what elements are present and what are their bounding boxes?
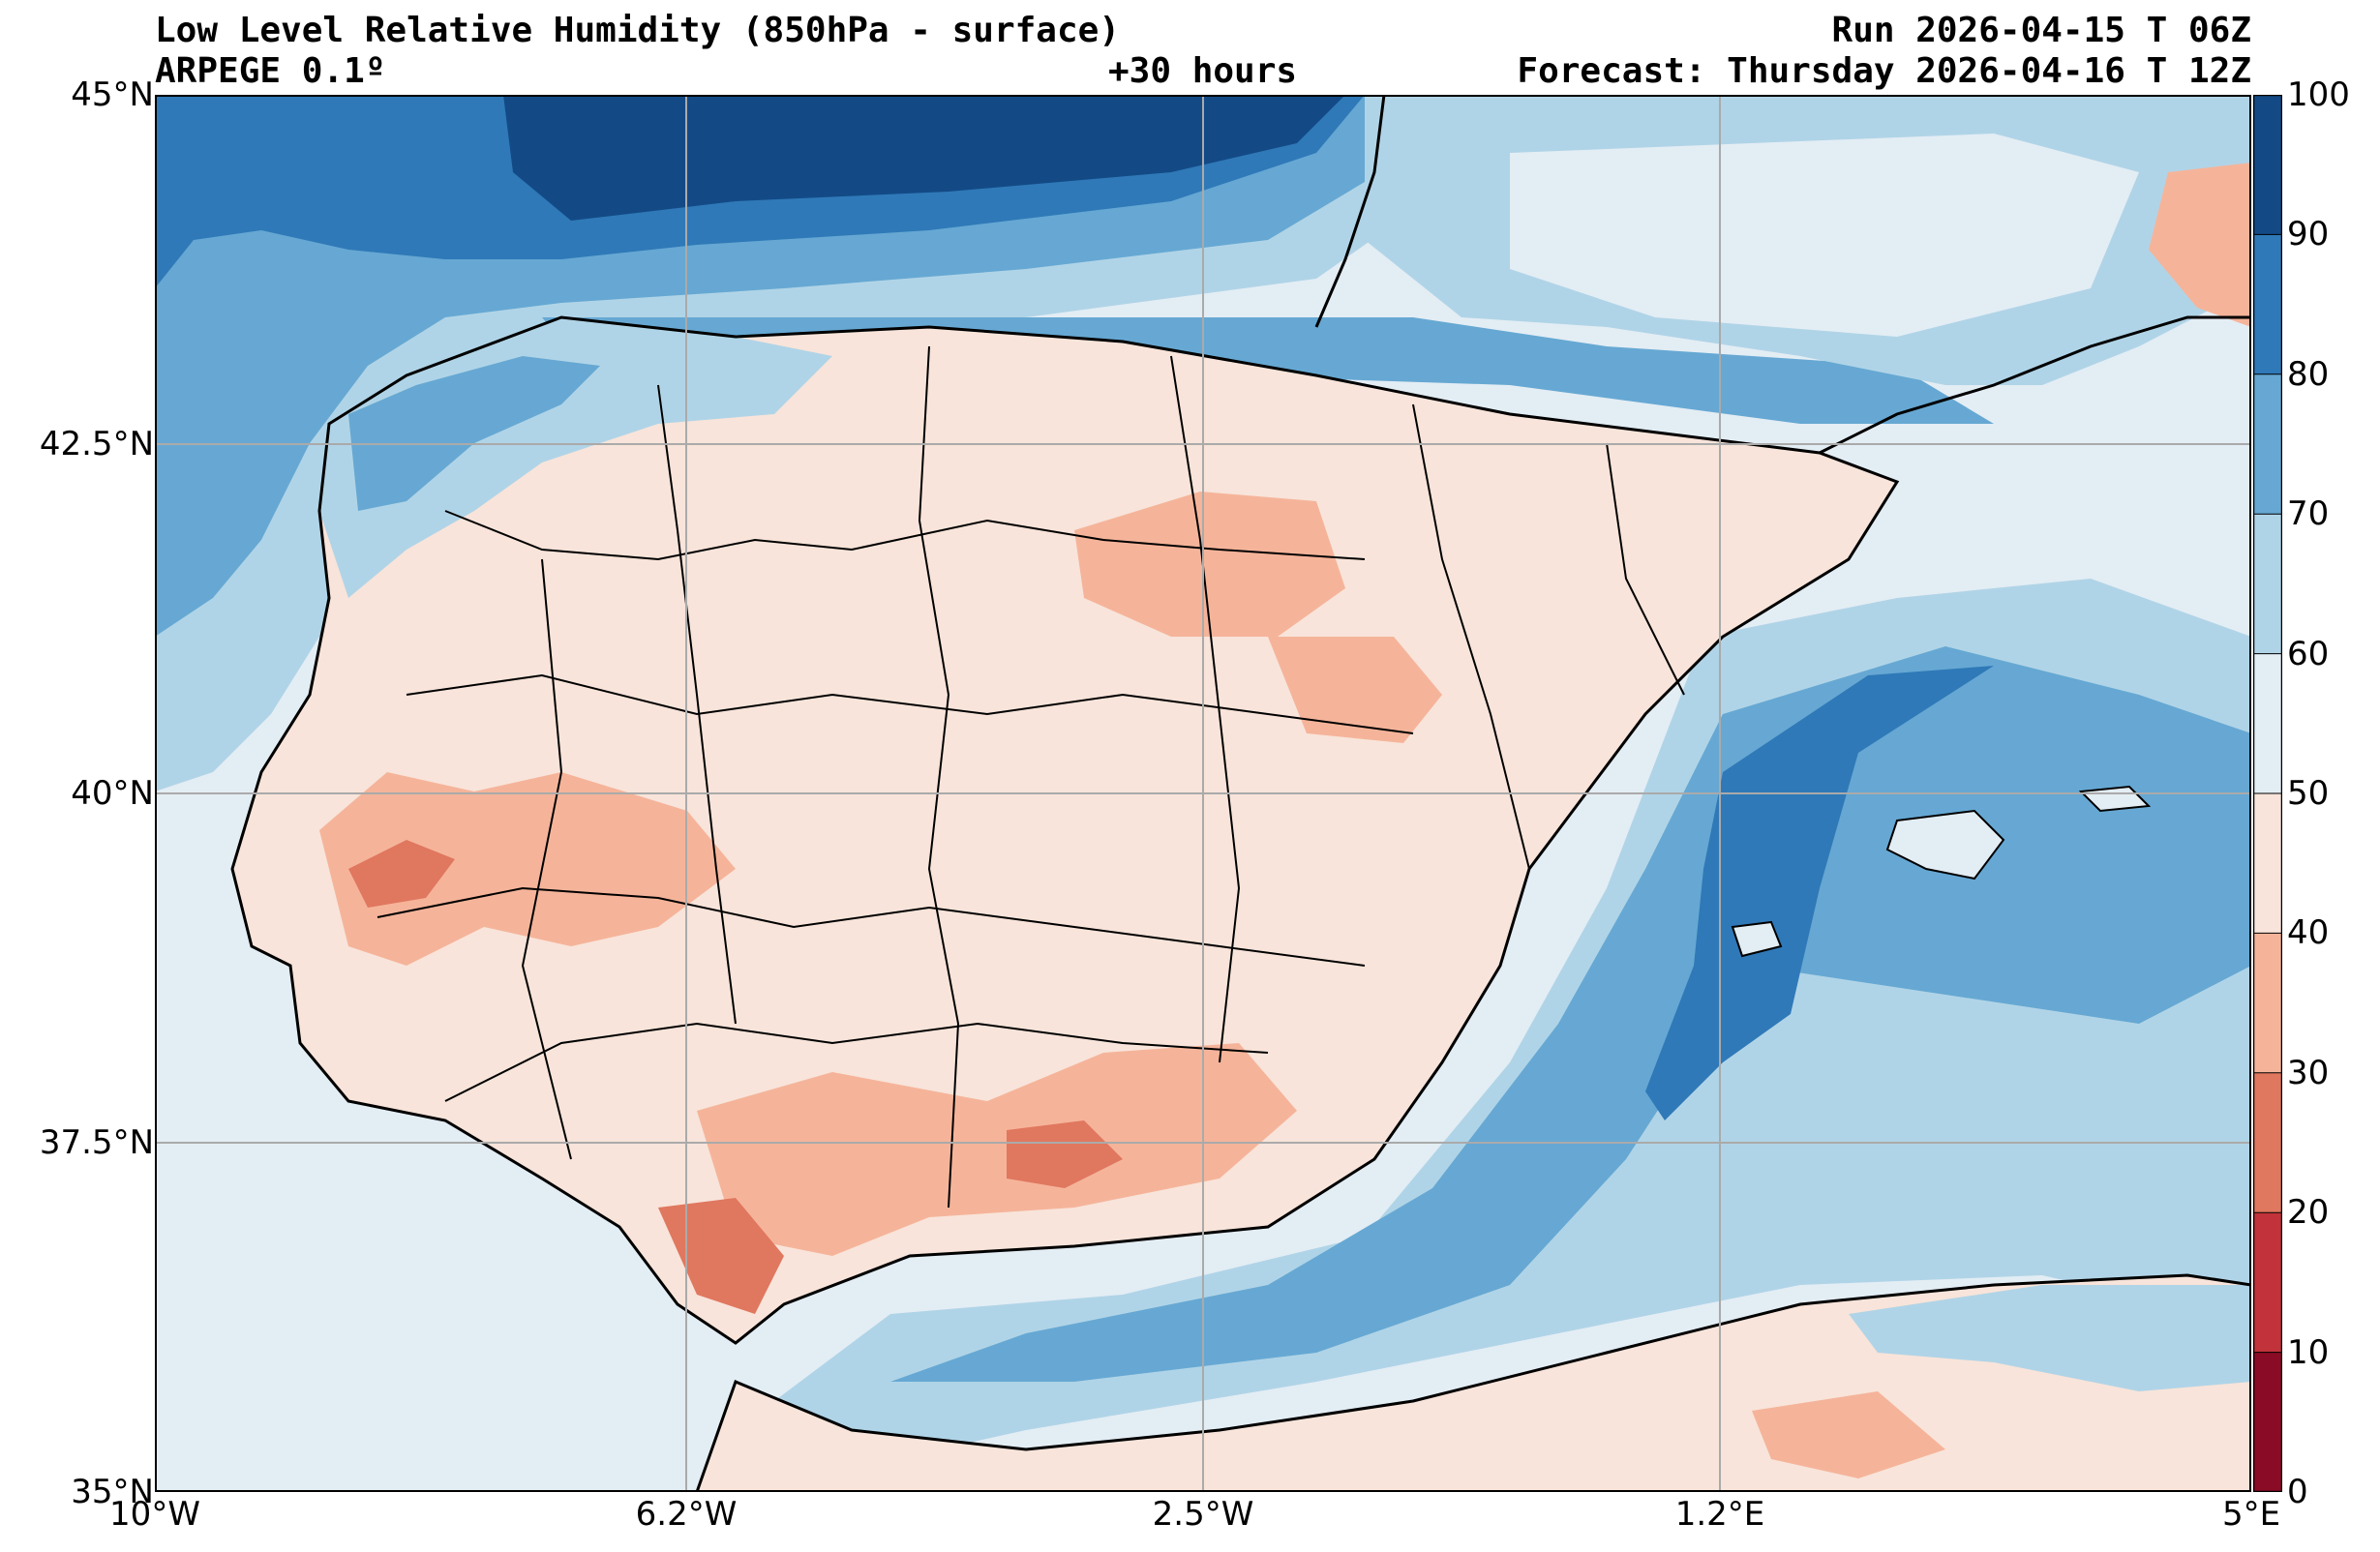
colorbar-tick: 40 (2287, 913, 2330, 952)
africa-coastline (695, 1273, 2251, 1492)
alps-dry-patch (2149, 163, 2251, 327)
colorbar-tick: 10 (2287, 1333, 2330, 1372)
model-label: ARPEGE 0.1º (155, 51, 386, 91)
colorbar-tick: 70 (2287, 494, 2330, 533)
north-africa-humid (1849, 1285, 2251, 1391)
iberia-coastline (230, 315, 1900, 1345)
colorbar-segment (2253, 1352, 2282, 1492)
colorbar-tick: 100 (2287, 75, 2350, 114)
iberia-land-50 (232, 317, 1897, 1343)
run-label: Run 2026-04-15 T 06Z (1831, 11, 2251, 50)
colorbar-segment (2253, 793, 2282, 934)
lon-label-6-2w: 6.2°W (635, 1495, 738, 1534)
colorbar-segment (2253, 1072, 2282, 1213)
colorbar (2253, 95, 2282, 1492)
colorbar-tick: 90 (2287, 215, 2330, 254)
dry-patch-center (1074, 492, 1345, 637)
colorbar-segment (2253, 234, 2282, 375)
colorbar-segment (2253, 373, 2282, 515)
colorbar-segment (2253, 95, 2282, 235)
lat-label-45n: 45°N (71, 75, 154, 114)
colorbar-segment (2253, 653, 2282, 794)
dry-patch-south (697, 1043, 1297, 1256)
colorbar-tick: 20 (2287, 1193, 2330, 1232)
france-coastline (1314, 95, 2251, 455)
north-africa-dry (1752, 1391, 1945, 1478)
map-frame (155, 95, 2251, 1492)
lat-label-40n: 40°N (71, 774, 154, 813)
colorbar-tick: 80 (2287, 355, 2330, 394)
colorbar-tick: 60 (2287, 635, 2330, 673)
region-borders (377, 345, 1685, 1209)
gridlines (155, 95, 2251, 1492)
med-band-80 (1645, 666, 1994, 1120)
dry-patch-west (319, 772, 736, 966)
lat-label-42-5n: 42.5°N (39, 425, 154, 463)
dry-patch-east (1268, 637, 1442, 743)
lon-label-2-5w: 2.5°W (1152, 1495, 1254, 1534)
colorbar-tick: 0 (2287, 1473, 2308, 1511)
colorbar-segment (2253, 514, 2282, 655)
atlantic-band-90 (503, 95, 1345, 221)
lon-label-10w: 10°W (109, 1495, 200, 1534)
colorbar-segment (2253, 1212, 2282, 1354)
map-title: Low Level Relative Humidity (850hPa - su… (155, 11, 1120, 50)
lead-time-label: +30 hours (1108, 51, 1298, 91)
dry-core-sw (658, 1198, 784, 1314)
lon-label-5e: 5°E (2221, 1495, 2281, 1534)
dry-core-granada (1007, 1120, 1123, 1188)
colorbar-tick: 50 (2287, 774, 2330, 813)
colorbar-segment (2253, 933, 2282, 1074)
france-land-50 (1510, 134, 2139, 337)
lon-label-1-2e: 1.2°E (1674, 1495, 1765, 1534)
galicia-band-70 (348, 356, 600, 511)
colorbar-frame (2253, 95, 2282, 1492)
humidity-map (155, 95, 2251, 1492)
dry-core-lisbon (348, 840, 455, 908)
mallorca (1885, 809, 2005, 880)
ibiza (1731, 920, 1783, 958)
lat-label-35n: 35°N (71, 1473, 154, 1511)
colorbar-tick: 30 (2287, 1054, 2330, 1092)
lat-label-37-5n: 37.5°N (39, 1123, 154, 1162)
forecast-label: Forecast: Thursday 2026-04-16 T 12Z (1517, 51, 2251, 91)
